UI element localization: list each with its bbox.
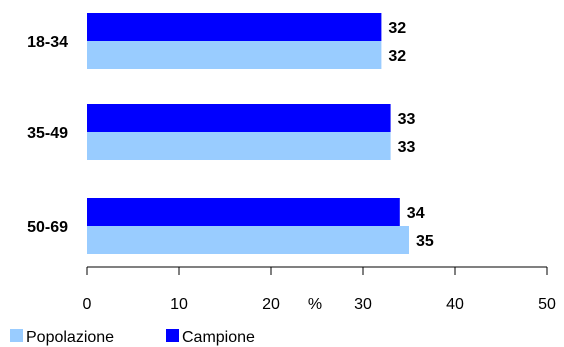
bar-popolazione-18-34: [87, 41, 382, 69]
data-label-campione-18-34: 32: [388, 20, 406, 37]
bar-popolazione-50-69: [87, 226, 409, 254]
data-label-popolazione-35-49: 33: [398, 139, 416, 156]
category-label-35-49: 35-49: [27, 125, 68, 142]
legend-swatch-popolazione: [10, 329, 23, 342]
bars-group: [87, 13, 409, 254]
category-labels-group: 18-34 35-49 50-69: [27, 34, 68, 236]
category-label-50-69: 50-69: [27, 219, 68, 236]
x-tick-label-0: 0: [83, 296, 92, 313]
legend-swatch-campione: [166, 329, 179, 342]
legend-label-popolazione: Popolazione: [26, 329, 114, 346]
data-label-campione-50-69: 34: [407, 205, 425, 222]
x-tick-label-40: 40: [446, 296, 464, 313]
data-label-popolazione-50-69: 35: [416, 233, 434, 250]
category-label-18-34: 18-34: [27, 34, 68, 51]
value-labels-group: 32 32 33 33 34 35: [388, 20, 433, 250]
bar-campione-18-34: [87, 13, 382, 41]
bar-campione-35-49: [87, 104, 391, 132]
x-axis: 0 10 20 30 40 50: [83, 266, 556, 313]
bar-campione-50-69: [87, 198, 400, 226]
bar-popolazione-35-49: [87, 132, 391, 160]
x-tick-label-10: 10: [170, 296, 188, 313]
x-tick-label-30: 30: [354, 296, 372, 313]
legend: Popolazione Campione: [10, 329, 255, 346]
data-label-popolazione-18-34: 32: [388, 48, 406, 65]
data-label-campione-35-49: 33: [398, 111, 416, 128]
x-tick-label-20: 20: [262, 296, 280, 313]
x-axis-label: %: [308, 296, 322, 313]
legend-label-campione: Campione: [182, 329, 255, 346]
x-tick-label-50: 50: [538, 296, 556, 313]
